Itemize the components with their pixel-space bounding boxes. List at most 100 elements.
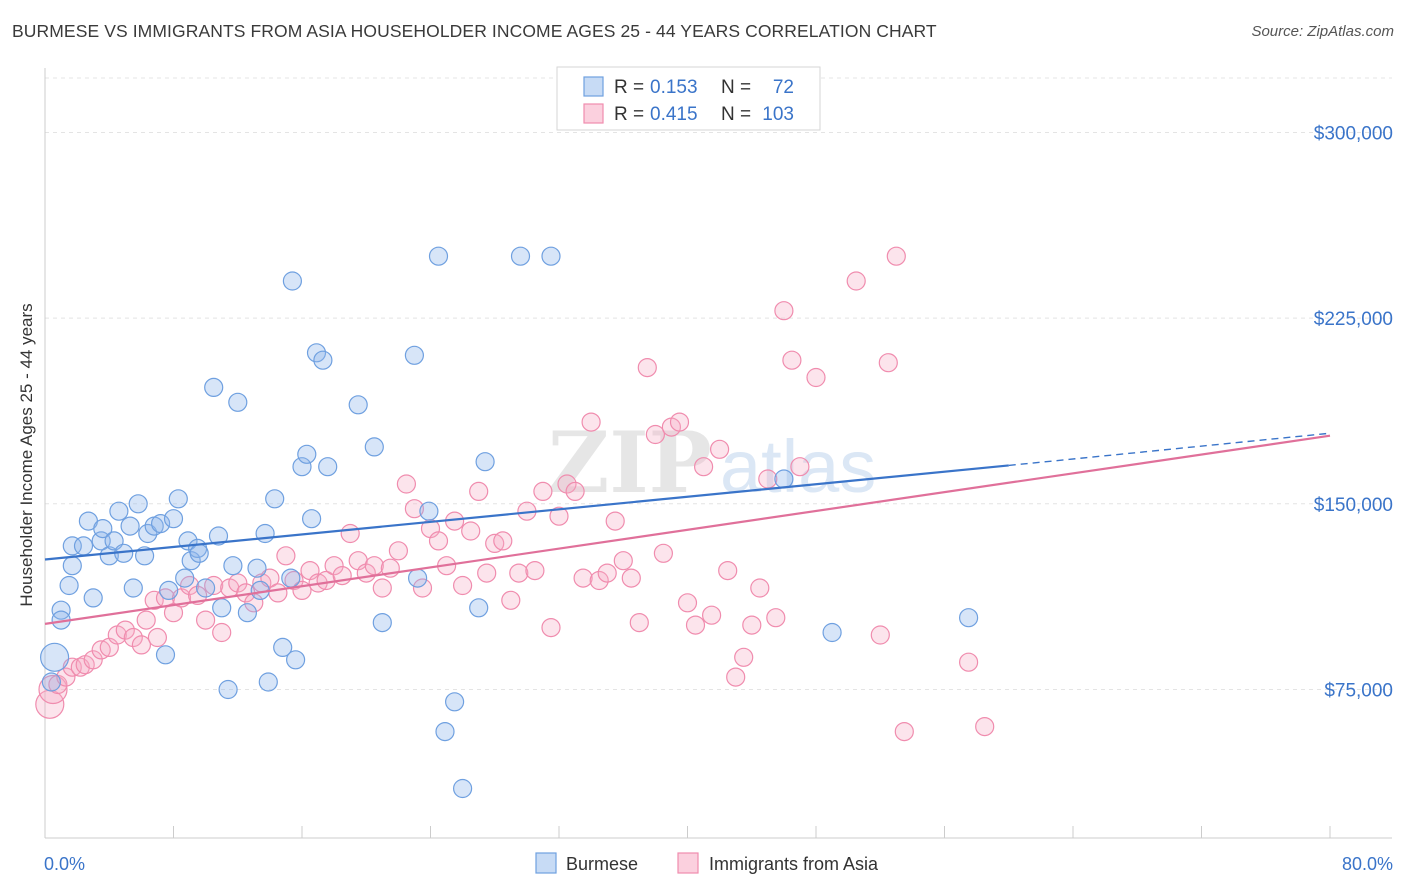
- asia-point: [613, 551, 633, 571]
- burmese-point: [774, 469, 794, 489]
- chart-title: BURMESE VS IMMIGRANTS FROM ASIA HOUSEHOL…: [12, 21, 937, 41]
- burmese-point: [208, 526, 229, 546]
- legend-n-value-asia: 103: [762, 104, 794, 125]
- axes: [44, 68, 1392, 839]
- burmese-point: [265, 489, 285, 509]
- burmese-point: [73, 536, 94, 556]
- asia-point: [541, 617, 561, 638]
- asia-point: [726, 667, 746, 687]
- burmese-point: [168, 489, 188, 509]
- asia-point: [685, 615, 706, 635]
- burmese-point: [419, 501, 439, 521]
- legend-n-label-asia: N =: [721, 104, 751, 125]
- correlation-legend: R = 0.153 N = 72 R = 0.415 N = 103: [556, 66, 821, 131]
- asia-point: [870, 625, 890, 645]
- asia-point: [115, 620, 135, 640]
- burmese-trend-line: [44, 464, 1009, 561]
- asia-point: [846, 271, 866, 291]
- asia-point: [629, 612, 649, 633]
- burmese-point: [445, 692, 465, 712]
- asia-point: [147, 627, 167, 648]
- burmese-point: [93, 518, 113, 539]
- asia-point: [549, 506, 569, 526]
- burmese-point: [364, 437, 384, 457]
- asia-point: [693, 457, 714, 477]
- burmese-point: [282, 271, 302, 291]
- asia-point: [525, 560, 545, 581]
- burmese-point: [475, 452, 495, 472]
- asia-point: [886, 246, 906, 266]
- asia-point: [83, 650, 103, 670]
- burmese-point: [453, 778, 473, 799]
- y-tick-label: $300,000: [1314, 123, 1393, 144]
- asia-point: [790, 457, 810, 477]
- asia-point: [597, 563, 617, 583]
- legend-r-label-burmese: R =: [614, 77, 644, 98]
- burmese-point: [408, 568, 428, 588]
- burmese-point: [223, 556, 243, 576]
- y-tick-label: $225,000: [1314, 309, 1393, 330]
- asia-point: [958, 652, 979, 672]
- asia-point: [163, 603, 184, 623]
- asia-point: [364, 556, 384, 576]
- burmese-point: [204, 377, 224, 397]
- asia-point: [388, 541, 408, 561]
- asia-point: [144, 590, 164, 610]
- asia-point: [284, 570, 304, 591]
- asia-point: [276, 546, 296, 566]
- asia-point: [573, 568, 593, 588]
- asia-point: [509, 563, 529, 583]
- asia-point: [589, 570, 609, 591]
- burmese-point: [181, 551, 201, 571]
- legend-label-burmese: Burmese: [566, 854, 638, 874]
- burmese-point: [306, 343, 327, 363]
- asia-points: [35, 246, 995, 742]
- legend-label-asia: Immigrants from Asia: [709, 854, 879, 874]
- y-tick-label: $75,000: [1324, 680, 1393, 701]
- asia-point: [766, 608, 786, 628]
- burmese-point: [189, 543, 209, 563]
- burmese-point: [822, 622, 842, 643]
- burmese-point: [196, 578, 216, 598]
- asia-point: [637, 358, 657, 378]
- legend-r-label-asia: R =: [614, 104, 644, 125]
- burmese-point: [62, 556, 82, 576]
- burmese-point: [313, 350, 333, 370]
- burmese-point: [281, 568, 301, 588]
- asia-point: [501, 590, 521, 610]
- burmese-point: [435, 721, 455, 742]
- asia-point: [340, 523, 360, 544]
- asia-point: [212, 622, 232, 643]
- asia-point: [228, 573, 248, 593]
- asia-point: [742, 615, 762, 635]
- asia-point: [196, 610, 216, 630]
- asia-point: [894, 721, 914, 742]
- asia-point: [557, 474, 577, 494]
- burmese-point: [541, 246, 561, 266]
- burmese-point: [348, 395, 368, 415]
- asia-point: [469, 481, 489, 501]
- y-tick-labels: $75,000 $150,000 $225,000 $300,000: [1314, 123, 1393, 701]
- legend-n-label-burmese: N =: [721, 77, 751, 98]
- asia-point: [131, 635, 151, 655]
- burmese-point: [39, 642, 70, 672]
- asia-point: [493, 531, 513, 551]
- asia-point: [806, 367, 826, 388]
- burmese-point: [83, 588, 103, 608]
- asia-point: [396, 474, 416, 494]
- burmese-point: [286, 650, 306, 670]
- burmese-point: [51, 600, 71, 620]
- asia-point: [412, 578, 433, 598]
- burmese-point: [404, 345, 424, 365]
- asia-point: [605, 511, 625, 531]
- legend-n-value-burmese: 72: [773, 77, 794, 98]
- asia-point: [56, 667, 76, 687]
- y-tick-label: $150,000: [1314, 495, 1393, 516]
- burmese-point: [218, 679, 238, 700]
- watermark-atlas: atlas: [720, 425, 876, 508]
- asia-point: [701, 605, 722, 625]
- asia-point: [453, 575, 473, 596]
- burmese-point: [128, 494, 148, 514]
- asia-point: [404, 499, 424, 519]
- burmese-point: [155, 645, 176, 665]
